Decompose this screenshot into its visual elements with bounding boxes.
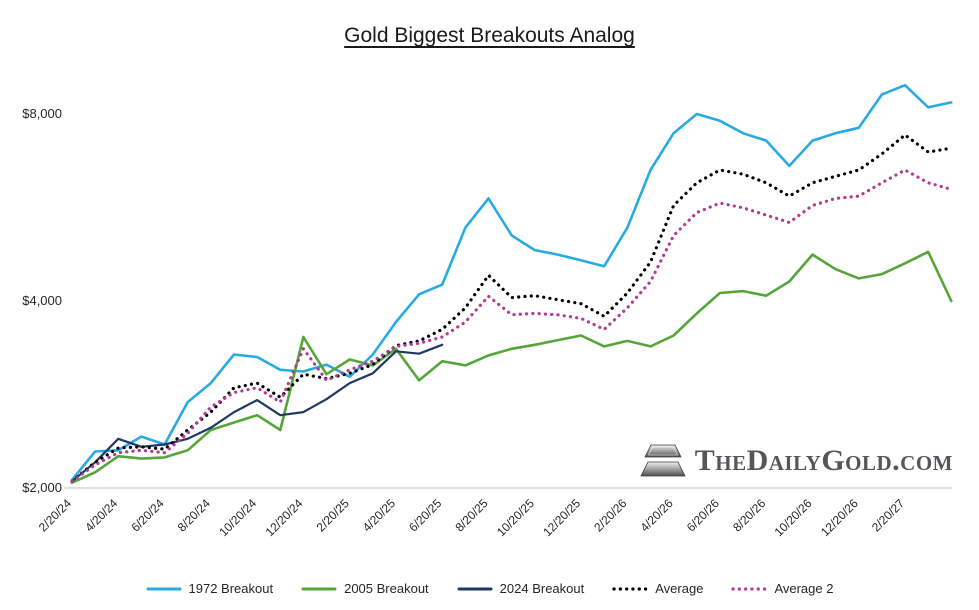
series-line-2024-breakout: [70, 343, 444, 483]
x-tick-label: 2/20/26: [591, 496, 629, 534]
x-tick-label: 10/20/24: [216, 496, 259, 539]
y-tick-label: $2,000: [22, 480, 62, 495]
x-tick-label: 2/20/27: [869, 496, 907, 534]
x-tick-label: 10/20/26: [772, 496, 815, 539]
legend-label: 1972 Breakout: [188, 581, 274, 596]
x-tick-label: 2/20/24: [36, 496, 74, 534]
x-tick-label: 10/20/25: [494, 496, 537, 539]
x-tick-label: 2/20/25: [314, 496, 352, 534]
x-tick-label: 8/20/26: [730, 496, 768, 534]
y-tick-label: $8,000: [22, 106, 62, 121]
legend-label: Average 2: [774, 581, 834, 596]
legend-item-2024-breakout: 2024 Breakout: [457, 581, 585, 596]
x-tick-label: 12/20/26: [818, 496, 861, 539]
legend-item-average-2: Average 2: [731, 581, 833, 596]
series-line-2005-breakout: [70, 250, 953, 484]
legend-label: 2024 Breakout: [499, 581, 585, 596]
legend-swatch: [457, 587, 493, 590]
legend-item-2005-breakout: 2005 Breakout: [301, 581, 429, 596]
legend-swatch: [301, 587, 337, 590]
x-tick-label: 12/20/25: [540, 496, 583, 539]
legend-item-average: Average: [612, 581, 703, 596]
legend-swatch: [146, 587, 182, 590]
x-tick-label: 6/20/26: [684, 496, 722, 534]
series-line-average: [70, 133, 953, 483]
x-tick-label: 8/20/24: [175, 496, 213, 534]
legend-label: Average: [655, 581, 704, 596]
watermark: TheDailyGold.com: [639, 440, 953, 482]
legend-label: 2005 Breakout: [344, 581, 429, 596]
series-line-average-2: [70, 168, 953, 483]
series-line-1972-breakout: [70, 83, 953, 482]
chart-title: Gold Biggest Breakouts Analog: [344, 24, 635, 47]
x-tick-label: 4/20/24: [82, 496, 120, 534]
y-tick-label: $4,000: [22, 293, 62, 308]
x-tick-label: 12/20/24: [263, 496, 306, 539]
gold-ingots-icon: [640, 444, 686, 477]
x-tick-label: 8/20/25: [452, 496, 490, 534]
chart-legend: 1972 Breakout 2005 Breakout 2024 Breakout A…: [0, 581, 979, 596]
legend-item-1972-breakout: 1972 Breakout: [146, 581, 274, 596]
x-tick-label: 4/20/25: [360, 496, 398, 534]
x-tick-label: 6/20/24: [128, 496, 166, 534]
watermark-text: TheDailyGold.com: [694, 444, 953, 477]
legend-swatch: [612, 586, 648, 591]
x-tick-label: 4/20/26: [638, 496, 676, 534]
x-tick-label: 6/20/25: [406, 496, 444, 534]
legend-swatch: [731, 586, 768, 591]
